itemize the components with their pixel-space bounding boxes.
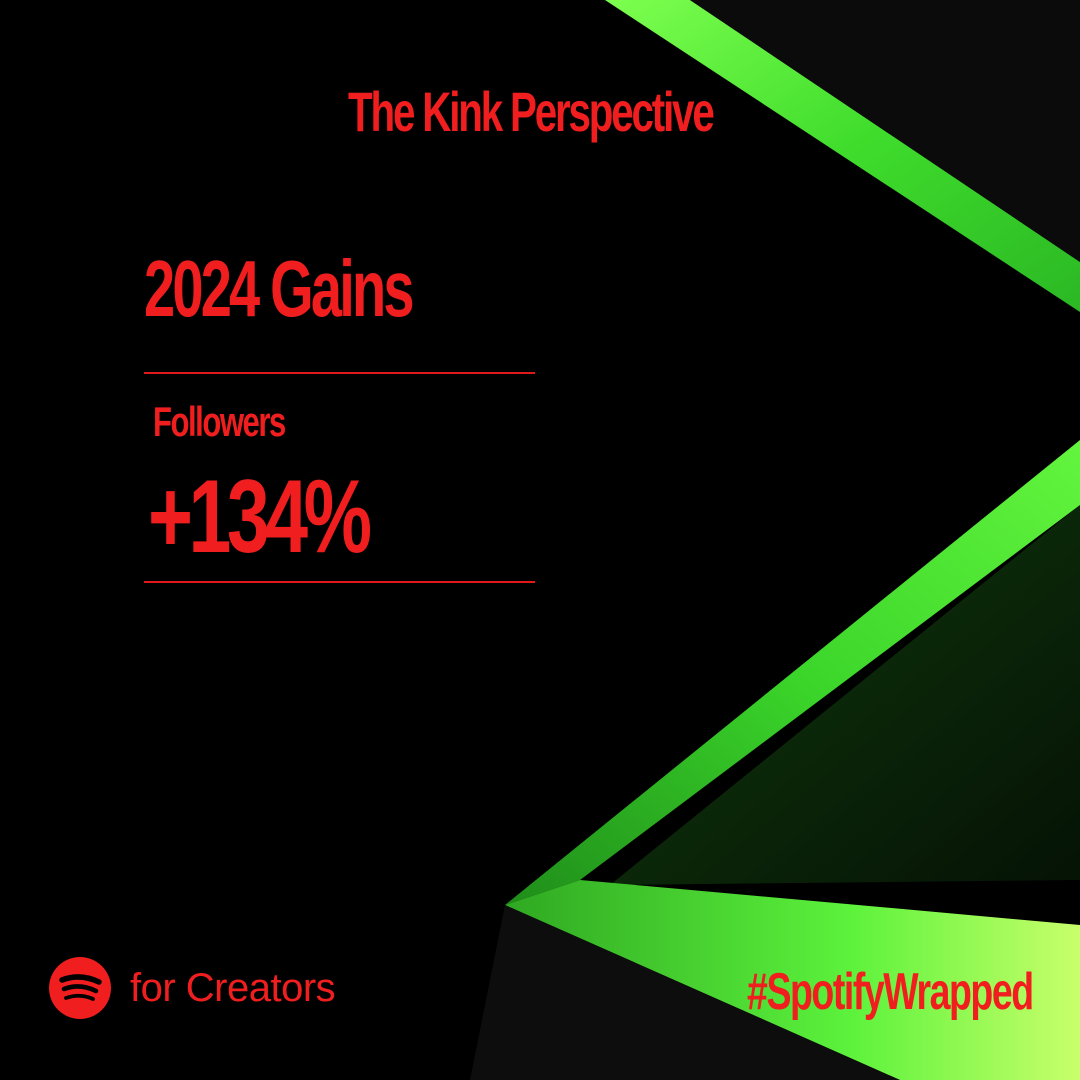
stat-value-followers: +134% [148,459,372,575]
brand-lockup: for Creators [48,956,336,1020]
dark-green-wedge [610,505,1080,885]
page-title: The Kink Perspective [348,80,715,143]
green-band-top [605,0,1080,312]
divider-bottom [144,581,535,583]
green-band-middle [505,440,1080,905]
brand-text: for Creators [130,965,336,1010]
dark-floor [470,905,900,1080]
section-heading: 2024 Gains [144,244,415,333]
stat-label-followers: Followers [153,398,286,445]
dark-corner-top [690,0,1080,262]
divider-top [144,372,535,374]
green-band-bottom [505,880,1080,1080]
spotify-logo-icon [49,957,111,1019]
hashtag: #SpotifyWrapped [747,963,1034,1021]
